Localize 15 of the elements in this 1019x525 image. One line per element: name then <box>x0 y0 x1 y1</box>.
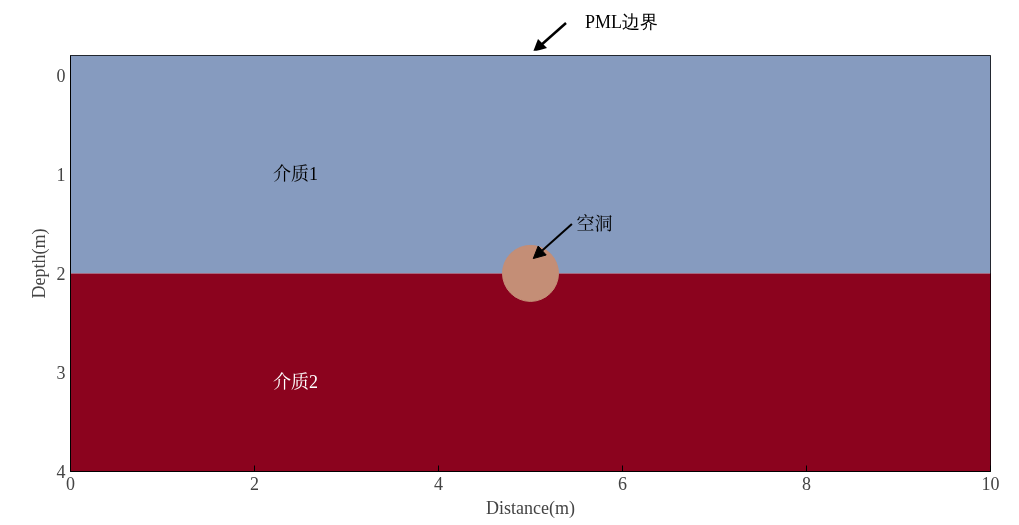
x-tick-label: 8 <box>802 473 811 494</box>
y-tick-label: 1 <box>56 164 66 185</box>
y-tick-label: 3 <box>56 362 66 383</box>
band-label: 介质2 <box>272 372 318 393</box>
y-axis-title: Depth(m) <box>28 228 50 299</box>
x-tick-label: 10 <box>981 473 1000 494</box>
y-tick-label: 0 <box>56 65 66 86</box>
x-tick-label: 6 <box>618 473 627 494</box>
x-axis-title: Distance(m) <box>486 497 575 519</box>
x-tick-label: 2 <box>250 473 259 494</box>
y-tick-label: 2 <box>56 263 66 284</box>
text: PML边界 <box>585 11 659 34</box>
x-tick-label: 4 <box>434 473 443 494</box>
band-label: 介质1 <box>272 164 318 185</box>
annotation: 空洞 <box>576 213 613 234</box>
